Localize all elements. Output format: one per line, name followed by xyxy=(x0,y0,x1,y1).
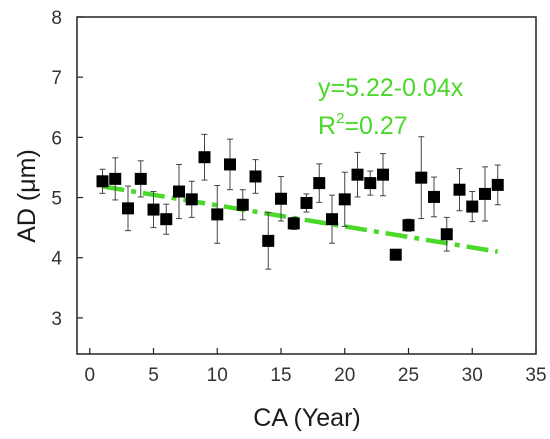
r-squared-prefix: R xyxy=(318,112,336,140)
data-point xyxy=(300,196,313,209)
x-tick-label: 30 xyxy=(462,365,483,386)
x-tick-label: 25 xyxy=(398,365,419,386)
x-tick-label: 20 xyxy=(334,365,355,386)
data-point xyxy=(453,183,466,196)
data-point xyxy=(440,228,453,241)
x-tick-label: 35 xyxy=(525,365,546,386)
fit-line-layer xyxy=(102,184,499,254)
data-point xyxy=(491,178,504,191)
data-point xyxy=(122,202,134,215)
r-squared-label: R2=0.27 xyxy=(318,110,408,140)
y-tick-label: 8 xyxy=(51,8,62,29)
data-point xyxy=(415,171,428,184)
y-tick-label: 5 xyxy=(51,189,62,210)
data-point xyxy=(134,172,147,185)
data-point xyxy=(198,151,211,164)
data-point xyxy=(211,208,224,221)
y-tick-label: 3 xyxy=(51,309,62,330)
data-point xyxy=(466,200,479,213)
data-point xyxy=(262,234,275,247)
fit-line xyxy=(102,184,499,254)
plot-frame xyxy=(76,16,537,355)
data-points-layer xyxy=(96,133,504,270)
y-axis-title: AD (μm) xyxy=(13,149,41,243)
x-axis-title: CA (Year) xyxy=(253,404,360,432)
data-point xyxy=(173,185,185,198)
data-point xyxy=(364,177,377,190)
y-tick-label: 6 xyxy=(51,128,62,149)
data-point xyxy=(147,203,160,216)
data-point xyxy=(351,168,364,181)
x-tick-label: 0 xyxy=(84,365,95,386)
fit-equation: y=5.22-0.04x xyxy=(318,74,464,102)
data-point xyxy=(377,168,389,181)
x-tick-label: 10 xyxy=(207,365,228,386)
axis-ticks: 0 5 10 15 20 25 30 35 3 4 5 6 7 8 xyxy=(51,8,546,386)
data-point xyxy=(479,187,491,200)
r-squared-value: =0.27 xyxy=(344,112,407,140)
data-point xyxy=(160,213,173,226)
x-tick-label: 15 xyxy=(270,365,291,386)
data-point xyxy=(109,172,122,185)
y-tick-label: 4 xyxy=(51,249,62,270)
data-point xyxy=(275,192,287,205)
data-point xyxy=(313,177,326,190)
data-point xyxy=(236,198,249,211)
data-point xyxy=(389,248,402,261)
data-point xyxy=(249,170,262,183)
x-tick-label: 5 xyxy=(148,365,159,386)
data-point xyxy=(428,190,440,203)
data-point xyxy=(185,193,198,206)
data-point xyxy=(224,158,236,171)
y-tick-label: 7 xyxy=(51,68,62,89)
data-point xyxy=(326,213,338,226)
r-squared-superscript: 2 xyxy=(336,110,344,127)
data-point xyxy=(96,175,109,188)
data-point xyxy=(338,193,351,206)
data-point xyxy=(402,219,415,232)
data-point xyxy=(287,217,300,230)
